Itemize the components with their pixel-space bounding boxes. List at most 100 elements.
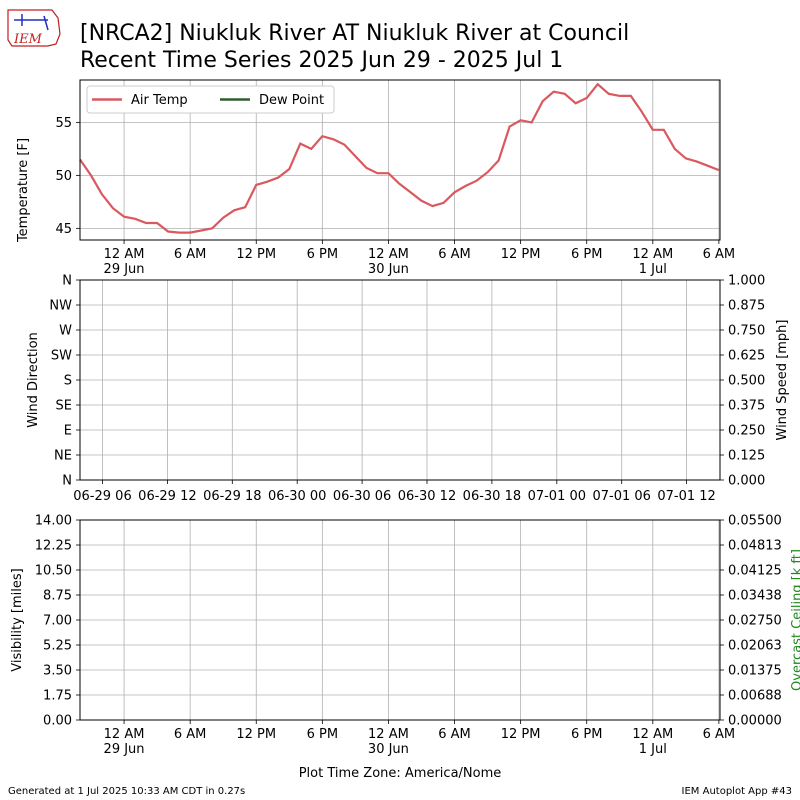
temperature-xtick-label: 12 PM xyxy=(501,247,541,262)
visibility-tick-label: 14.00 xyxy=(35,514,72,529)
wind-direction-tick-label: NW xyxy=(49,299,72,314)
wind-xtick-label: 06-30 06 xyxy=(333,489,391,504)
temperature-xtick-label: 6 AM xyxy=(438,247,471,262)
visibility-xtick-label: 12 AM xyxy=(104,727,145,742)
wind-speed-tick-label: 0.625 xyxy=(728,349,765,364)
temperature-xtick-label: 6 PM xyxy=(571,247,602,262)
wind-direction-tick-label: W xyxy=(59,324,72,339)
wind-speed-tick-label: 0.500 xyxy=(728,374,765,389)
footer-generated: Generated at 1 Jul 2025 10:33 AM CDT in … xyxy=(8,786,245,797)
chart-subtitle: Recent Time Series 2025 Jun 29 - 2025 Ju… xyxy=(80,48,563,73)
visibility-xtick-label: 6 AM xyxy=(438,727,471,742)
wind-x-ticks: 06-29 06 06-29 12 06-29 18 06-30 00 06-30 06… xyxy=(73,480,716,504)
temperature-ytick-label: 50 xyxy=(55,169,72,184)
wind-grid xyxy=(80,280,720,480)
wind-direction-tick-label: N xyxy=(62,474,72,489)
wind-speed-tick-label: 0.250 xyxy=(728,424,765,439)
ceiling-tick-label: 0.00000 xyxy=(728,714,782,729)
ceiling-tick-label: 0.00688 xyxy=(728,689,782,704)
wind-xtick-label: 06-29 06 xyxy=(73,489,131,504)
visibility-tick-label: 12.25 xyxy=(35,539,72,554)
wind-speed-ylabel: Wind Speed [mph] xyxy=(775,320,790,441)
wind-xtick-label: 06-30 12 xyxy=(398,489,456,504)
visibility-xtick-label: 12 AM xyxy=(632,727,673,742)
legend-label-dew-point: Dew Point xyxy=(259,93,324,108)
wind-direction-tick-label: SE xyxy=(56,399,72,414)
wind-xtick-label: 06-30 18 xyxy=(463,489,521,504)
visibility-xtick-label: 6 AM xyxy=(703,727,736,742)
footer-app: IEM Autoplot App #43 xyxy=(682,786,792,797)
wind-speed-tick-label: 0.875 xyxy=(728,299,765,314)
visibility-tick-label: 8.75 xyxy=(43,589,72,604)
x-axis-label: Plot Time Zone: America/Nome xyxy=(299,766,502,781)
wind-xtick-label: 06-30 00 xyxy=(268,489,326,504)
temperature-xtick-date: 1 Jul xyxy=(639,262,667,277)
wind-speed-ticks: 0.000 0.125 0.250 0.375 0.500 0.625 0.750 0.875… xyxy=(720,274,765,489)
visibility-ylabel: Visibility [miles] xyxy=(10,568,25,671)
ceiling-tick-label: 0.03438 xyxy=(728,589,782,604)
temperature-xtick-label: 12 AM xyxy=(368,247,409,262)
wind-direction-tick-label: SW xyxy=(51,349,72,364)
visibility-xtick-label: 12 PM xyxy=(236,727,276,742)
temperature-ytick-label: 55 xyxy=(55,116,72,131)
visibility-panel: 0.001.753.505.257.008.7510.5012.2514.00 … xyxy=(10,514,800,758)
ceiling-tick-label: 0.04125 xyxy=(728,564,782,579)
wind-xtick-label: 07-01 06 xyxy=(592,489,650,504)
temperature-xtick-date: 30 Jun xyxy=(368,262,409,277)
legend-label-air-temp: Air Temp xyxy=(131,93,188,108)
air-temp-line xyxy=(79,82,720,234)
temperature-y-ticks: 45 50 55 xyxy=(55,116,80,237)
wind-speed-tick-label: 0.375 xyxy=(728,399,765,414)
temperature-xtick-label: 6 AM xyxy=(174,247,207,262)
visibility-xtick-label: 6 PM xyxy=(571,727,602,742)
wind-direction-tick-label: S xyxy=(64,374,72,389)
visibility-xtick-label: 6 AM xyxy=(174,727,207,742)
visibility-tick-label: 10.50 xyxy=(35,564,72,579)
wind-direction-ylabel: Wind Direction xyxy=(26,332,41,428)
temperature-xtick-label: 12 PM xyxy=(236,247,276,262)
ceiling-ticks: 0.00000 0.00688 0.01375 0.02063 0.02750 0.034… xyxy=(720,514,782,729)
temperature-grid xyxy=(80,80,720,240)
visibility-xtick-date: 29 Jun xyxy=(104,742,145,757)
temperature-xtick-label: 6 PM xyxy=(307,247,338,262)
wind-xtick-label: 06-29 12 xyxy=(138,489,196,504)
visibility-grid xyxy=(80,520,720,720)
temperature-xtick-label: 12 AM xyxy=(104,247,145,262)
iowa-outline-icon xyxy=(7,9,61,47)
temperature-ylabel: Temperature [F] xyxy=(16,138,31,243)
ceiling-tick-label: 0.02750 xyxy=(728,614,782,629)
wind-direction-tick-label: NE xyxy=(54,449,72,464)
wind-xtick-label: 06-29 18 xyxy=(203,489,261,504)
temperature-xtick-date: 29 Jun xyxy=(104,262,145,277)
temperature-xtick-label: 6 AM xyxy=(703,247,736,262)
ceiling-tick-label: 0.01375 xyxy=(728,664,782,679)
ceiling-tick-label: 0.05500 xyxy=(728,514,782,529)
logo-text: IEM xyxy=(13,32,43,47)
ceiling-tick-label: 0.02063 xyxy=(728,639,782,654)
visibility-xtick-label: 12 PM xyxy=(501,727,541,742)
visibility-xtick-label: 12 AM xyxy=(368,727,409,742)
visibility-tick-label: 3.50 xyxy=(43,664,72,679)
ceiling-tick-label: 0.04813 xyxy=(728,539,782,554)
visibility-xtick-label: 6 PM xyxy=(307,727,338,742)
visibility-tick-label: 1.75 xyxy=(43,689,72,704)
visibility-xtick-date: 1 Jul xyxy=(639,742,667,757)
visibility-xtick-date: 30 Jun xyxy=(368,742,409,757)
ceiling-ylabel: Overcast Ceiling [k ft] xyxy=(790,549,800,691)
temperature-ytick-label: 45 xyxy=(55,222,72,237)
wind-speed-tick-label: 0.750 xyxy=(728,324,765,339)
chart-title: [NRCA2] Niukluk River AT Niukluk River a… xyxy=(80,21,629,46)
wind-direction-tick-label: N xyxy=(62,274,72,289)
temperature-xtick-label: 12 AM xyxy=(632,247,673,262)
visibility-tick-label: 5.25 xyxy=(43,639,72,654)
visibility-tick-label: 0.00 xyxy=(43,714,72,729)
wind-speed-tick-label: 1.000 xyxy=(728,274,765,289)
temperature-axes-frame xyxy=(79,79,721,241)
wind-xtick-label: 07-01 00 xyxy=(528,489,586,504)
wind-speed-tick-label: 0.000 xyxy=(728,474,765,489)
